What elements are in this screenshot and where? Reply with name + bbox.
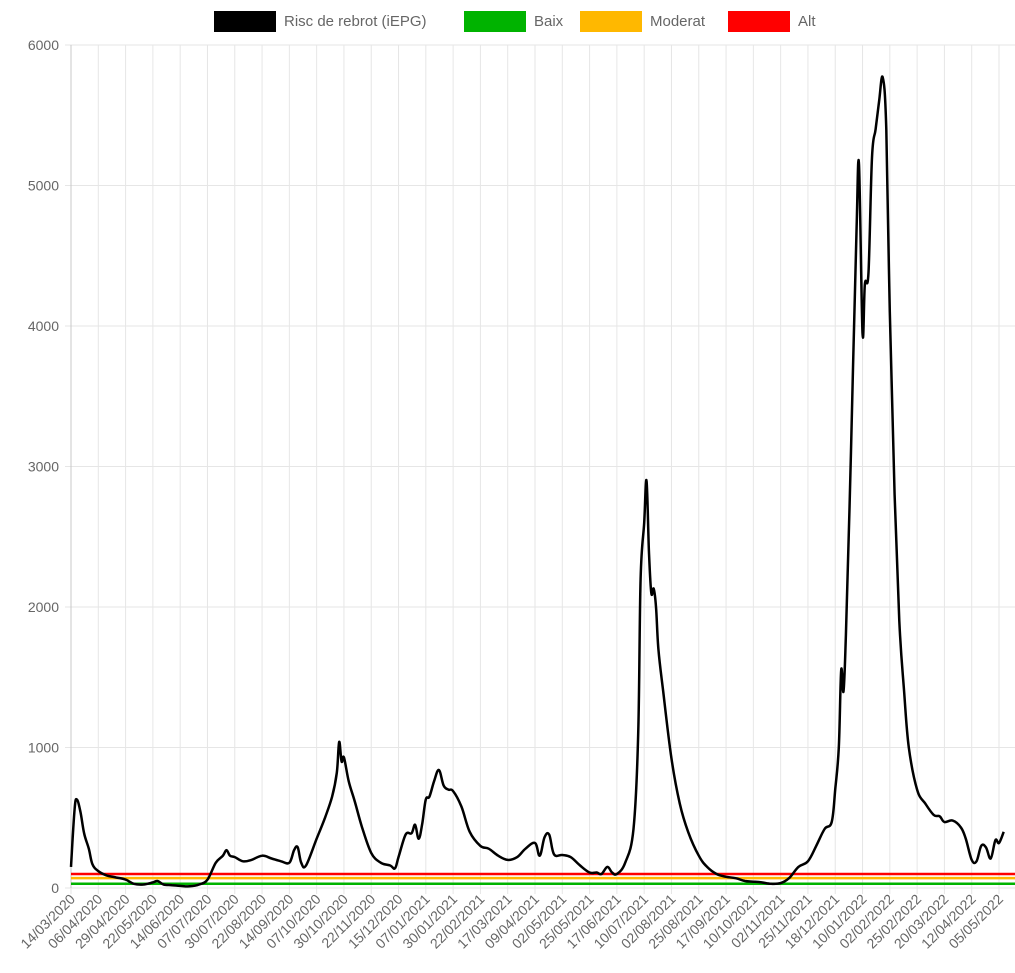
legend-label: Baix — [534, 13, 564, 30]
legend[interactable]: Risc de rebrot (iEPG) Baix Moderat Alt — [214, 11, 816, 32]
legend-item[interactable]: Moderat — [580, 11, 706, 32]
y-tick-label: 3000 — [28, 459, 59, 475]
y-tick-label: 1000 — [28, 740, 59, 756]
legend-item[interactable]: Baix — [464, 11, 564, 32]
legend-label: Moderat — [650, 13, 706, 30]
series — [69, 75, 1005, 888]
series-line-iepg — [69, 75, 1005, 888]
gridlines — [65, 44, 1015, 894]
y-tick-label: 5000 — [28, 178, 59, 194]
legend-label: Alt — [798, 13, 816, 30]
threshold-lines — [71, 872, 1015, 886]
legend-swatch — [580, 11, 642, 32]
legend-item[interactable]: Alt — [728, 11, 816, 32]
legend-swatch — [214, 11, 276, 32]
legend-swatch — [728, 11, 790, 32]
legend-label: Risc de rebrot (iEPG) — [284, 13, 427, 30]
y-tick-label: 4000 — [28, 318, 59, 334]
y-tick-label: 0 — [51, 880, 59, 896]
legend-swatch — [464, 11, 526, 32]
y-tick-label: 2000 — [28, 599, 59, 615]
legend-item[interactable]: Risc de rebrot (iEPG) — [214, 11, 427, 32]
y-axis: 0 1000 2000 3000 4000 5000 6000 — [28, 37, 59, 896]
x-axis: 14/03/202006/04/202029/04/202022/05/2020… — [17, 891, 1006, 952]
y-tick-label: 6000 — [28, 37, 59, 53]
